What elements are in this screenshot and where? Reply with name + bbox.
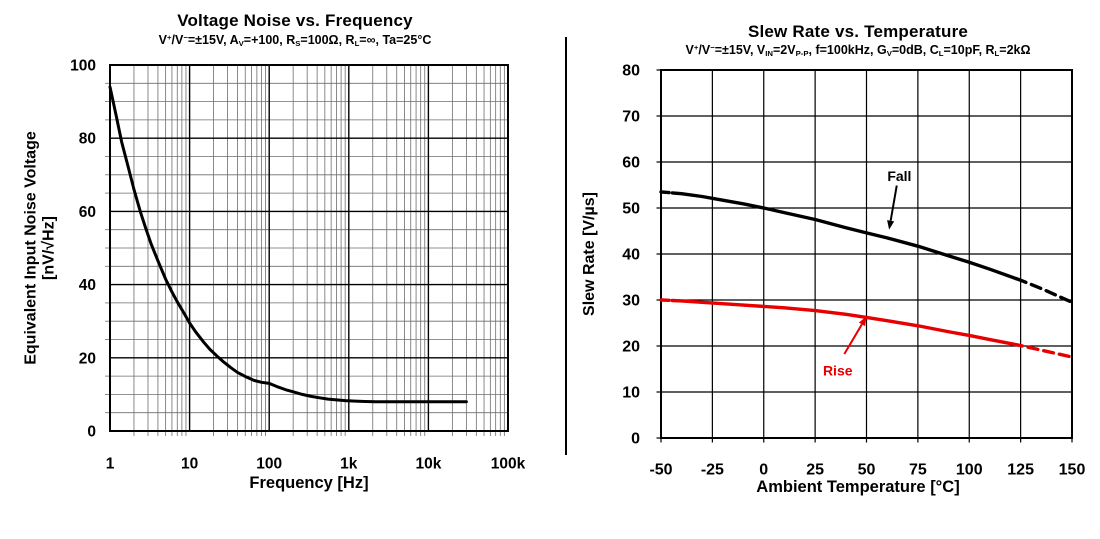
left-x-axis-label: Frequency [Hz] <box>249 474 369 492</box>
subtitle-segment: /V <box>171 33 184 47</box>
y-tick-label: 50 <box>622 201 640 218</box>
y-tick-label: 70 <box>622 109 640 126</box>
annotation-arrowhead <box>887 220 895 230</box>
x-tick-label: -50 <box>649 462 672 479</box>
x-tick-label: 100 <box>956 462 983 479</box>
series-equivalent-input-noise <box>108 85 468 404</box>
left-chart-title: Voltage Noise vs. Frequency <box>177 11 413 30</box>
y-tick-label: 20 <box>79 350 96 367</box>
y-tick-label: 80 <box>79 131 96 148</box>
subtitle-segment: /V <box>698 43 711 57</box>
annotation-fall: Fall <box>887 168 911 230</box>
x-tick-label: 10 <box>181 456 198 473</box>
subtitle-segment: P-P <box>795 49 809 59</box>
x-tick-label: 25 <box>806 462 824 479</box>
x-tick-label: -25 <box>701 462 724 479</box>
subtitle-segment: =∞, Ta=25°C <box>359 33 432 47</box>
y-tick-label: 40 <box>79 277 96 294</box>
subtitle-segment: V <box>238 39 244 49</box>
annotation-label: Rise <box>823 362 853 378</box>
x-tick-label: 150 <box>1059 462 1086 479</box>
y-tick-label: 0 <box>631 431 640 448</box>
subtitle-segment: =2V <box>773 43 796 57</box>
y-tick-label: 10 <box>622 385 640 402</box>
subtitle-segment: S <box>295 39 301 49</box>
x-tick-label: 0 <box>759 462 768 479</box>
subtitle-segment: + <box>166 33 172 43</box>
y-tick-label: 0 <box>87 424 96 441</box>
x-tick-label: 10k <box>415 456 441 473</box>
x-tick-label: 1k <box>340 456 358 473</box>
series-fall <box>659 190 1074 304</box>
subtitle-segment: V <box>685 43 694 57</box>
right-x-axis-label: Ambient Temperature [°C] <box>756 478 960 496</box>
subtitle-segment: =±15V, A <box>187 33 239 47</box>
slew-rate-vs-temperature-chart: 0 10 20 30 40 50 60 70 80 -50 -25 0 25 50 75 100 125 150 F… <box>622 63 1085 479</box>
annotation-arrowhead <box>858 316 867 327</box>
subtitle-segment: L <box>994 49 1000 59</box>
series-rise <box>659 298 1074 359</box>
left-y-axis-label: Equivalent Input Noise Voltage [nV/√Hz] <box>23 131 60 365</box>
slew-rate-vs-temperature-tick-labels: 0 10 20 30 40 50 60 70 80 -50 -25 0 25 50 75 100 125 150 <box>622 63 1085 479</box>
x-tick-label: 50 <box>858 462 876 479</box>
annotation-label: Fall <box>887 168 911 184</box>
x-tick-label: 100 <box>256 456 282 473</box>
subtitle-segment: V <box>886 49 892 59</box>
y-tick-label: 40 <box>622 247 640 264</box>
y-tick-label: 80 <box>622 63 640 80</box>
annotation-arrow-line <box>889 185 898 221</box>
subtitle-segment: L <box>354 39 360 49</box>
right-y-axis-label: Slew Rate [V/µs] <box>580 192 598 316</box>
right-chart-subtitle: V+/V−=±15V, VIN=2VP-P, f=100kHz, GV=0dB,… <box>633 43 1083 59</box>
subtitle-segment: =100Ω, R <box>300 33 355 47</box>
y-tick-label: 30 <box>622 293 640 310</box>
x-tick-label: 1 <box>106 456 115 473</box>
subtitle-segment: IN <box>765 49 773 59</box>
voltage-noise-vs-frequency-minor-grid <box>105 65 508 436</box>
x-tick-label: 75 <box>909 462 927 479</box>
left-y-axis-label-line1: Equivalent Input Noise Voltage <box>22 131 40 365</box>
voltage-noise-vs-frequency-tick-labels: 0 20 40 60 80 100 1 10 100 1k 10k 100k <box>70 58 525 473</box>
annotation-arrow-line <box>843 323 863 355</box>
x-tick-label: 100k <box>491 456 526 473</box>
right-chart-title: Slew Rate vs. Temperature <box>747 22 969 41</box>
chart-divider-line <box>565 37 567 455</box>
subtitle-segment: =±15V, V <box>714 43 766 57</box>
voltage-noise-vs-frequency-chart: 0 20 40 60 80 100 1 10 100 1k 10k 100k <box>70 58 525 473</box>
subtitle-segment: L <box>938 49 944 59</box>
x-tick-label: 125 <box>1007 462 1034 479</box>
subtitle-segment: =2kΩ <box>999 43 1031 57</box>
slew-rate-vs-temperature-major-grid <box>656 69 1073 443</box>
subtitle-segment: − <box>183 33 188 43</box>
left-chart-subtitle: V+/V−=±15V, AV=+100, RS=100Ω, RL=∞, Ta=2… <box>45 33 545 49</box>
subtitle-segment: =10pF, R <box>943 43 995 57</box>
subtitle-segment: =0dB, C <box>891 43 939 57</box>
subtitle-segment: + <box>693 43 699 53</box>
subtitle-segment: V <box>158 33 167 47</box>
y-tick-label: 60 <box>79 204 96 221</box>
y-tick-label: 60 <box>622 155 640 172</box>
subtitle-segment: − <box>710 43 715 53</box>
y-tick-label: 100 <box>70 58 96 75</box>
subtitle-segment: =+100, R <box>243 33 296 47</box>
left-y-axis-label-line2: [nV/√Hz] <box>41 216 58 280</box>
y-tick-label: 20 <box>622 339 640 356</box>
annotation-rise: Rise <box>823 316 867 378</box>
voltage-noise-vs-frequency-frame <box>109 64 509 432</box>
subtitle-segment: , f=100kHz, G <box>808 43 887 57</box>
slew-rate-vs-temperature-frame <box>660 69 1073 439</box>
